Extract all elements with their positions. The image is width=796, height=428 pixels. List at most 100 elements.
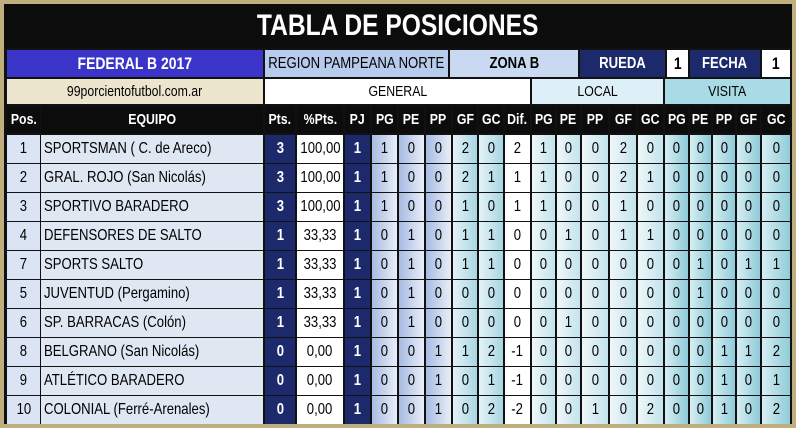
round-text: 1 — [673, 53, 682, 73]
table-cell: 2 — [638, 396, 663, 424]
table-cell-text: 0 — [407, 140, 416, 157]
tournament-text: FEDERAL B 2017 — [77, 53, 193, 73]
table-cell-text: 0 — [487, 314, 495, 331]
table-cell: 0 — [638, 309, 663, 337]
table-cell-text: 1 — [19, 140, 28, 157]
table-cell: 0 — [638, 280, 663, 308]
table-cell-text: 100,00 — [299, 198, 341, 215]
table-cell: 0 — [582, 193, 608, 221]
table-cell-text: 2 — [461, 140, 469, 157]
table-cell: 0 — [690, 309, 711, 337]
table-cell-text: 0 — [564, 343, 573, 360]
table-cell: 1 — [345, 396, 370, 424]
table-cell: 0 — [690, 396, 711, 424]
table-cell-text: 1 — [564, 227, 573, 244]
table-cell: 0 — [505, 309, 530, 337]
table-cell-text: 0 — [696, 198, 705, 215]
table-cell: 4 — [7, 222, 40, 250]
column-header: GF — [453, 106, 477, 133]
group: GENERAL — [265, 79, 530, 104]
team-name-text: JUVENTUD (Pergamino) — [44, 285, 190, 302]
table-cell-text: 0 — [646, 285, 655, 302]
table-cell: 0 — [665, 135, 688, 163]
table-cell-text: 1 — [487, 372, 495, 389]
table-cell-text: 0 — [564, 198, 573, 215]
table-cell: 0 — [265, 396, 295, 424]
table-cell-text: 1 — [353, 343, 362, 360]
column-header-text: Pos. — [10, 111, 37, 128]
table-cell: 0 — [532, 367, 555, 395]
table-cell: 0 — [399, 338, 424, 366]
table-cell: 0 — [505, 251, 530, 279]
table-cell-text: 2 — [19, 169, 28, 186]
table-cell-text: 1 — [407, 256, 416, 273]
table-cell: 2 — [453, 135, 477, 163]
table-cell-text: 0 — [513, 256, 522, 273]
table-cell: -1 — [505, 367, 530, 395]
table-cell: 1 — [762, 367, 790, 395]
table-cell: 0 — [610, 396, 636, 424]
table-cell-text: 0 — [744, 169, 753, 186]
table-cell-text: 1 — [539, 169, 548, 186]
source: 99porcientofutbol.com.ar — [7, 79, 263, 104]
table-cell: 1 — [372, 135, 397, 163]
group: VISITA — [665, 79, 790, 104]
column-header-text: PG — [375, 111, 394, 128]
table-cell-text: 1 — [380, 140, 389, 157]
column-header: PP — [713, 106, 735, 133]
table-cell-text: 1 — [744, 256, 753, 273]
table-cell: 0 — [610, 251, 636, 279]
column-header-text: PP — [586, 111, 604, 128]
column-header-text: GC — [481, 111, 501, 128]
table-cell: 0 — [665, 280, 688, 308]
table-cell: 0 — [665, 367, 688, 395]
table-cell: 1 — [610, 193, 636, 221]
table-cell-text: 2 — [772, 401, 780, 418]
table-cell: 1 — [762, 251, 790, 279]
table-cell: 0 — [713, 251, 735, 279]
table-cell: 0 — [426, 251, 451, 279]
table-cell: 7 — [7, 251, 40, 279]
table-cell-text: 1 — [353, 169, 362, 186]
table-cell-text: -1 — [511, 372, 524, 389]
table-cell: 0 — [665, 338, 688, 366]
matchday-text: 1 — [772, 53, 780, 73]
table-cell: 1 — [265, 309, 295, 337]
column-header-text: PP — [715, 111, 733, 128]
team-name-text: SP. BARRACAS (Colón) — [44, 314, 186, 331]
table-cell-text: 0 — [646, 256, 655, 273]
table-cell: 5 — [7, 280, 40, 308]
table-cell: 0 — [582, 280, 608, 308]
team-name: COLONIAL (Ferré-Arenales) — [41, 396, 263, 424]
table-cell-text: 0 — [276, 372, 284, 389]
column-header: PE — [557, 106, 580, 133]
table-cell-text: 9 — [19, 372, 28, 389]
table-cell-text: 0 — [487, 140, 495, 157]
table-cell-text: 0 — [646, 343, 655, 360]
table-cell: 0 — [265, 338, 295, 366]
table-cell: 0 — [505, 280, 530, 308]
table-cell-text: 0 — [672, 256, 681, 273]
table-cell-text: 1 — [353, 401, 362, 418]
team-name: SPORTIVO BARADERO — [41, 193, 263, 221]
table-cell-text: 0 — [720, 198, 728, 215]
table-cell-text: 7 — [19, 256, 28, 273]
table-cell-text: 0 — [407, 169, 416, 186]
table-cell-text: 0 — [591, 227, 599, 244]
table-cell-text: 1 — [696, 256, 705, 273]
table-cell: 1 — [479, 251, 503, 279]
table-cell: 1 — [345, 193, 370, 221]
table-cell: 1 — [505, 193, 530, 221]
table-cell-text: 0 — [744, 140, 753, 157]
table-cell: 0 — [372, 338, 397, 366]
table-cell-text: 1 — [487, 169, 495, 186]
table-cell: 1 — [479, 222, 503, 250]
table-cell-text: 0 — [672, 198, 681, 215]
table-cell: 0 — [582, 338, 608, 366]
table-cell-text: 0 — [591, 198, 599, 215]
table-cell-text: 1 — [696, 285, 705, 302]
title-text: TABLA DE POSICIONES — [257, 9, 539, 42]
tournament: FEDERAL B 2017 — [7, 50, 263, 77]
table-cell-text: 0 — [744, 372, 753, 389]
table-cell-text: 2 — [461, 169, 469, 186]
